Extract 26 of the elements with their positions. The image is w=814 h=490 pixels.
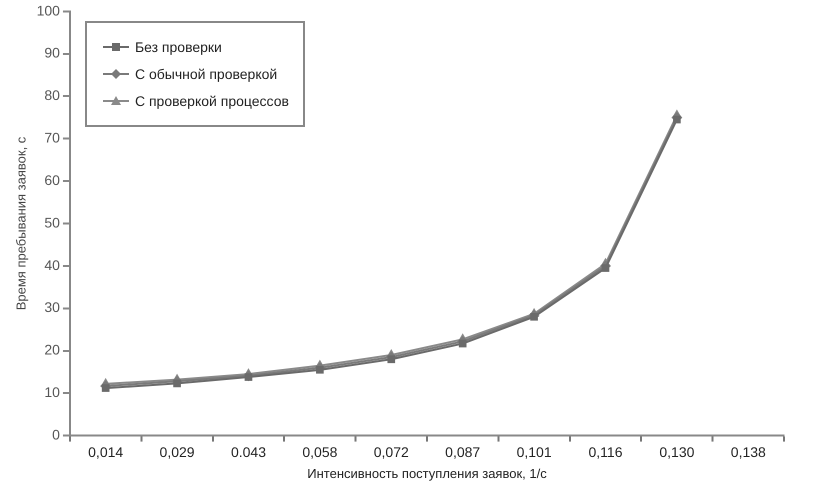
x-tick-label: 0,029 <box>160 444 195 460</box>
x-tick-label: 0.043 <box>230 444 266 460</box>
y-tick-label: 10 <box>44 384 60 400</box>
y-tick-label: 40 <box>44 256 60 273</box>
x-tick-label: 0,138 <box>730 444 766 460</box>
x-tick-label: 0,072 <box>374 444 409 460</box>
y-tick-label: 70 <box>44 130 60 146</box>
y-tick-label: 50 <box>44 214 60 230</box>
x-tick-label: 0,116 <box>588 444 623 460</box>
y-tick-label: 90 <box>44 44 60 61</box>
x-axis-title: Интенсивность поступления заявок, 1/с <box>307 466 548 481</box>
x-tick-label: 0,130 <box>659 444 695 460</box>
y-axis-title: Время пребывания заявок, с <box>13 136 28 310</box>
x-tick-label: 0,101 <box>516 444 552 460</box>
y-tick-label: 0 <box>52 426 60 442</box>
legend-label: С обычной проверкой <box>134 66 278 82</box>
x-tick-label: 0,014 <box>88 444 124 460</box>
y-tick-label: 100 <box>36 2 60 18</box>
legend-label: С проверкой процессов <box>134 93 289 110</box>
y-tick-label: 60 <box>44 172 60 188</box>
y-tick-label: 30 <box>44 299 60 316</box>
legend-label: Без проверки <box>134 39 222 56</box>
x-tick-label: 0,087 <box>445 444 480 460</box>
y-tick-label: 20 <box>44 342 60 358</box>
y-tick-label: 80 <box>44 87 60 104</box>
x-tick-label: 0,058 <box>302 444 338 460</box>
